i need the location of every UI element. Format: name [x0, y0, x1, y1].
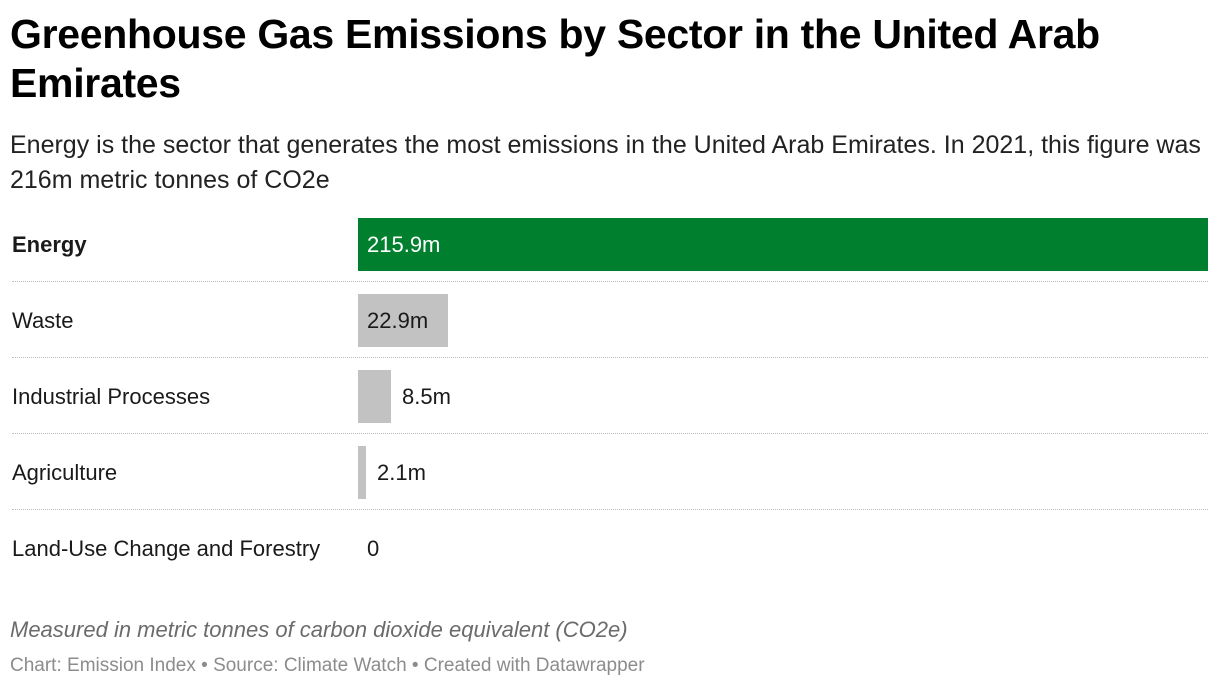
row-divider [12, 433, 1208, 434]
bar-row: Energy 215.9m [12, 206, 1208, 282]
category-label: Land-Use Change and Forestry [12, 536, 321, 561]
chart-notes: Measured in metric tonnes of carbon diox… [10, 617, 628, 642]
category-label: Industrial Processes [12, 384, 211, 409]
category-label: Waste [12, 308, 74, 333]
value-label: 8.5m [402, 384, 451, 409]
chart-subtitle: Energy is the sector that generates the … [10, 131, 1201, 194]
bar-row: Land-Use Change and Forestry 0 [12, 510, 1208, 586]
chart-title: Greenhouse Gas Emissions by Sector in th… [10, 11, 1100, 106]
value-label: 2.1m [377, 460, 426, 485]
category-label: Agriculture [12, 460, 118, 485]
bar [358, 446, 366, 499]
bar-row: Agriculture 2.1m [12, 434, 1208, 510]
value-label: 215.9m [367, 232, 441, 257]
bar [358, 294, 448, 347]
row-divider [12, 281, 1208, 282]
value-label: 22.9m [367, 308, 429, 333]
bar [358, 370, 391, 423]
bar-row: Industrial Processes 8.5m [12, 358, 1208, 434]
bar-row: Waste 22.9m [12, 282, 1208, 358]
value-label: 0 [367, 536, 380, 561]
chart-footer: Chart: Emission Index • Source: Climate … [10, 655, 645, 676]
bar [358, 218, 1208, 271]
row-divider [12, 357, 1208, 358]
category-label: Energy [12, 232, 87, 257]
row-divider [12, 509, 1208, 510]
